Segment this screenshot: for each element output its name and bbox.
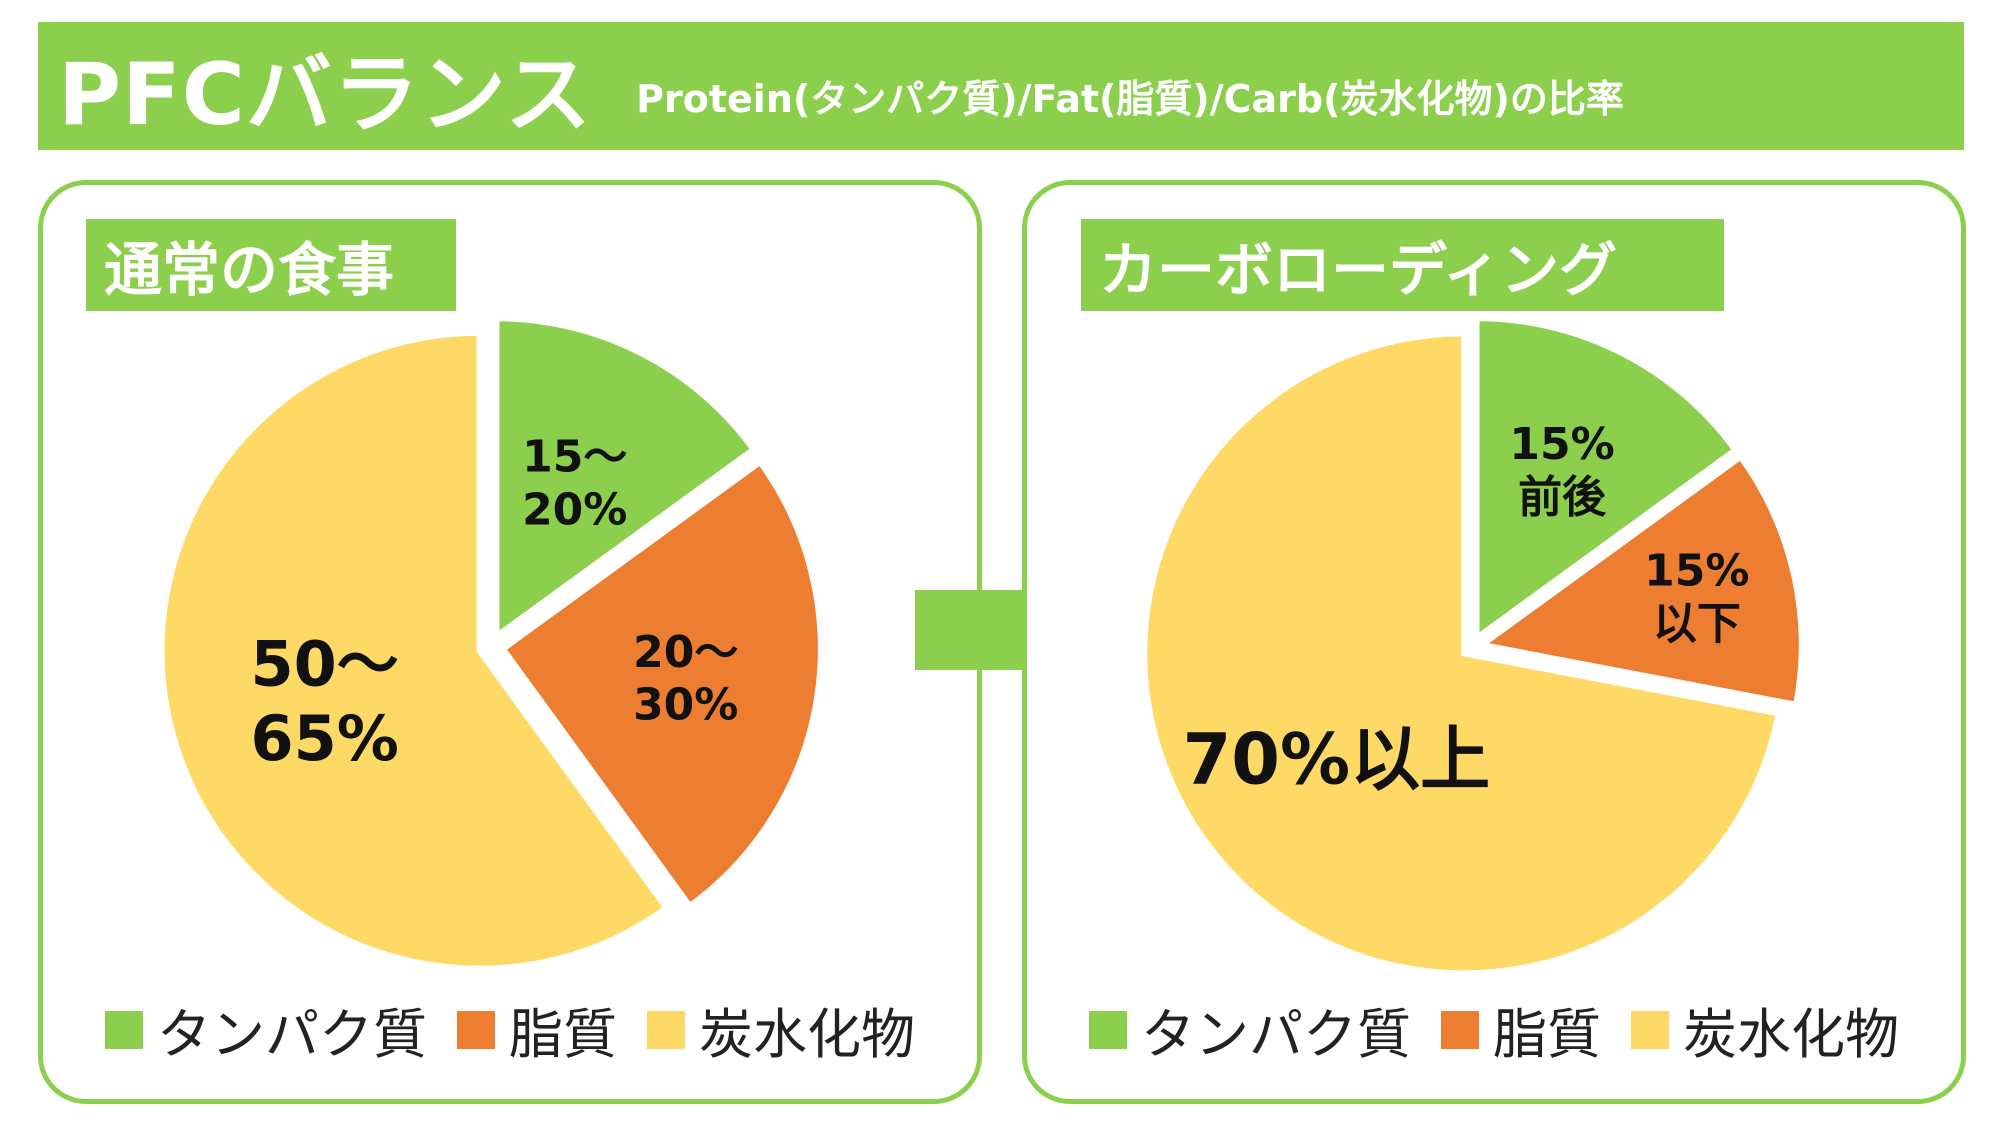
legend-item-fat: 脂質 [457, 990, 617, 1069]
normal-diet-panel: 通常の食事 15～ 20% 20～ 30% 50～ 65% タンパク質 脂質 炭水化物 [38, 180, 982, 1104]
legend: タンパク質 脂質 炭水化物 [1027, 990, 1961, 1069]
pie-slice-fat [1474, 452, 1805, 709]
legend-label: タンパク質 [1141, 1003, 1411, 1066]
data-label-fat: 20～ [633, 627, 738, 678]
legend-label: 脂質 [509, 1003, 617, 1066]
legend-swatch-fat [1441, 1010, 1479, 1049]
data-label-carb: 70%以上 [1183, 719, 1491, 801]
carb-loading-label: カーボローディング [1081, 219, 1724, 311]
data-label-protein: 15% [1509, 419, 1614, 470]
legend-label: タンパク質 [157, 1003, 427, 1066]
pie-slice-fat [498, 457, 824, 911]
legend: タンパク質 脂質 炭水化物 [43, 990, 977, 1069]
legend-swatch-protein [1089, 1010, 1127, 1049]
normal-diet-pie-chart: 15～20% 20～30% 50～65% [158, 315, 824, 972]
legend-label: 炭水化物 [699, 1003, 915, 1066]
legend-swatch-fat [457, 1010, 495, 1049]
legend-label: 炭水化物 [1683, 1003, 1899, 1066]
title-bar: PFCバランス Protein(タンパク質)/Fat(脂質)/Carb(炭水化物… [38, 22, 1964, 150]
normal-diet-label: 通常の食事 [86, 219, 456, 311]
carb-loading-panel: カーボローディング 15% 前後 15% 以下 70%以上 タンパク質 脂質 炭水化物 [1022, 180, 1966, 1104]
pie-slice-carb [1141, 330, 1783, 977]
pie-slice-protein [493, 315, 758, 643]
page-title: PFCバランス [58, 44, 593, 145]
legend-label: 脂質 [1493, 1003, 1601, 1066]
data-label-protein: 前後 [1518, 472, 1607, 523]
data-label-fat: 以下 [1653, 599, 1741, 650]
legend-item-carb: 炭水化物 [647, 990, 915, 1069]
pie-slice-protein [1473, 315, 1740, 644]
data-label-carb: 65% [250, 702, 398, 775]
pie-slice-carb [158, 329, 671, 972]
legend-swatch-carb [647, 1010, 685, 1049]
data-label-fat: 15% [1644, 546, 1749, 597]
legend-item-protein: タンパク質 [105, 990, 427, 1069]
data-label-carb: 50～ [251, 628, 399, 701]
legend-swatch-carb [1631, 1010, 1669, 1049]
data-label-fat: 30% [633, 680, 738, 731]
legend-item-protein: タンパク質 [1089, 990, 1411, 1069]
data-label-protein: 15～ [522, 432, 627, 483]
legend-item-carb: 炭水化物 [1631, 990, 1899, 1069]
legend-swatch-protein [105, 1010, 143, 1049]
legend-item-fat: 脂質 [1441, 990, 1601, 1069]
data-label-protein: 20% [522, 484, 627, 535]
page-subtitle: Protein(タンパク質)/Fat(脂質)/Carb(炭水化物)の比率 [636, 76, 1624, 121]
